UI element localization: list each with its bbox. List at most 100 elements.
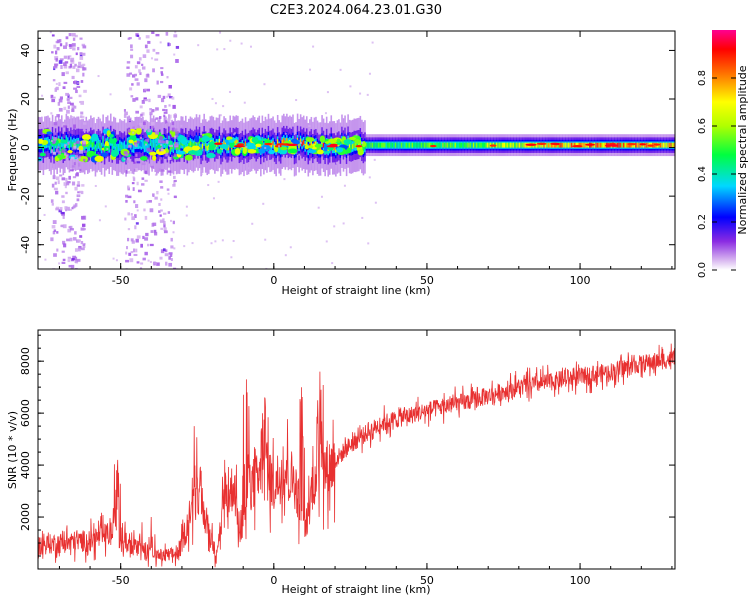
- heatmap-blob: [60, 139, 66, 144]
- heatmap-speckle: [78, 94, 82, 98]
- heatmap-speckle: [264, 146, 267, 149]
- heatmap-cell: [122, 145, 124, 151]
- spectrogram-ytick-label: -20: [19, 187, 32, 205]
- heatmap-speckle: [55, 50, 58, 55]
- heatmap-speckle: [71, 165, 75, 168]
- heatmap-cell: [558, 142, 561, 148]
- heatmap-cell: [459, 142, 461, 148]
- heatmap-speckle: [125, 200, 128, 203]
- heatmap-cell: [471, 142, 473, 148]
- heatmap-speckle: [148, 200, 152, 203]
- heatmap-speckle: [162, 140, 166, 144]
- heatmap-speckle: [79, 52, 83, 55]
- heatmap-speckle: [136, 34, 140, 37]
- heatmap-speckle: [109, 93, 112, 96]
- heatmap-hotspot: [525, 143, 537, 146]
- heatmap-cell: [408, 142, 411, 148]
- heatmap-speckle: [57, 102, 61, 106]
- heatmap-blob: [328, 138, 337, 144]
- heatmap-cell: [619, 142, 622, 148]
- spectrogram-frame: [37, 30, 676, 270]
- heatmap-speckle: [368, 72, 371, 75]
- heatmap-speckle: [164, 156, 167, 159]
- heatmap-blob: [201, 135, 210, 143]
- heatmap-speckle: [149, 208, 154, 213]
- heatmap-speckle: [67, 259, 71, 263]
- heatmap-blob: [101, 152, 108, 157]
- heatmap-cell: [356, 142, 359, 148]
- heatmap-speckle: [127, 128, 131, 133]
- heatmap-speckle: [165, 140, 169, 144]
- heatmap-cell: [451, 142, 454, 148]
- heatmap-speckle: [149, 243, 154, 247]
- heatmap-cell: [436, 142, 438, 148]
- heatmap-cell: [172, 145, 175, 151]
- heatmap-speckle: [56, 39, 60, 44]
- heatmap-blob: [104, 141, 109, 148]
- heatmap-speckle: [136, 140, 140, 144]
- heatmap-speckle: [159, 135, 163, 140]
- heatmap-speckle: [82, 45, 87, 49]
- heatmap-cell: [443, 142, 446, 148]
- heatmap-cell: [414, 142, 417, 148]
- heatmap-speckle: [83, 89, 87, 93]
- heatmap-speckle: [67, 94, 70, 98]
- heatmap-speckle: [166, 188, 170, 191]
- heatmap-speckle: [144, 98, 148, 102]
- heatmap-speckle: [60, 65, 63, 69]
- heatmap-cell: [116, 146, 118, 152]
- heatmap-cell: [129, 141, 132, 147]
- heatmap-speckle: [66, 181, 70, 186]
- heatmap-cell: [540, 142, 542, 148]
- heatmap-speckle: [216, 48, 219, 51]
- heatmap-cell: [511, 142, 513, 148]
- heatmap-cell: [102, 138, 104, 144]
- heatmap-blob: [184, 154, 193, 161]
- heatmap-speckle: [265, 267, 268, 269]
- heatmap-speckle: [53, 137, 57, 141]
- heatmap-speckle: [168, 43, 171, 46]
- heatmap-cell: [234, 140, 236, 146]
- heatmap-cell: [541, 142, 544, 148]
- heatmap-cell: [428, 142, 431, 148]
- heatmap-speckle: [63, 64, 68, 69]
- heatmap-cell: [463, 142, 466, 148]
- heatmap-cell: [270, 142, 273, 148]
- heatmap-speckle: [58, 39, 62, 43]
- heatmap-speckle: [63, 182, 68, 186]
- heatmap-cell: [405, 142, 408, 148]
- heatmap-blob: [357, 149, 364, 156]
- heatmap-speckle: [167, 211, 171, 214]
- heatmap-hotspot: [264, 142, 273, 146]
- heatmap-speckle: [52, 231, 56, 235]
- heatmap-speckle: [61, 195, 65, 198]
- heatmap-cell: [204, 143, 207, 149]
- heatmap-speckle: [128, 119, 131, 122]
- heatmap-speckle: [125, 122, 130, 127]
- heatmap-speckle: [247, 167, 250, 170]
- heatmap-speckle: [72, 237, 77, 241]
- heatmap-speckle: [126, 160, 129, 163]
- heatmap-speckle: [79, 56, 84, 60]
- heatmap-cell: [670, 142, 673, 148]
- heatmap-speckle: [62, 123, 65, 127]
- heatmap-speckle: [72, 176, 77, 179]
- heatmap-cell: [117, 146, 120, 152]
- heatmap-speckle: [234, 132, 237, 135]
- heatmap-cell: [564, 142, 567, 148]
- heatmap-cell: [618, 142, 620, 148]
- heatmap-blob: [175, 150, 186, 155]
- heatmap-speckle: [83, 150, 88, 153]
- heatmap-cell: [237, 140, 239, 145]
- heatmap-speckle: [54, 119, 57, 122]
- heatmap-speckle: [67, 105, 70, 109]
- heatmap-speckle: [150, 165, 154, 169]
- heatmap-blob: [336, 138, 341, 143]
- heatmap-speckle: [123, 158, 126, 161]
- snr-xtick-label: 50: [420, 574, 434, 587]
- heatmap-speckle: [160, 67, 164, 70]
- heatmap-speckle: [214, 240, 217, 243]
- heatmap-speckle: [132, 176, 135, 179]
- heatmap-cell: [120, 144, 123, 150]
- heatmap-speckle: [81, 184, 85, 187]
